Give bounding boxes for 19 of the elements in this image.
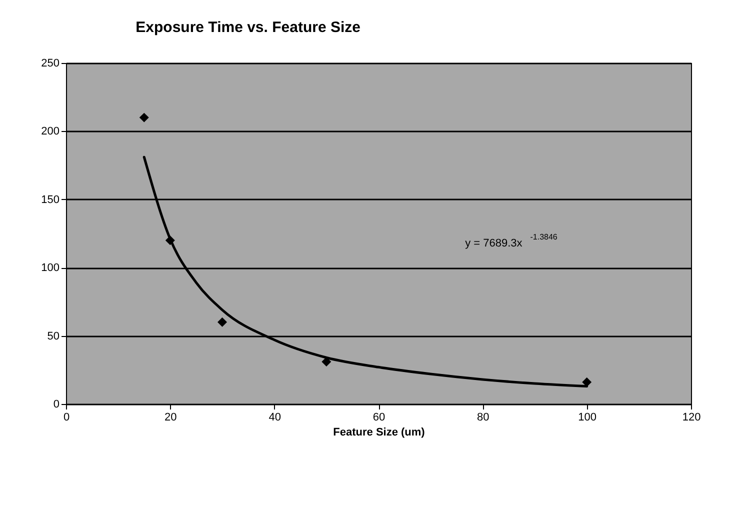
- y-tick-label: 250: [41, 58, 60, 70]
- x-tick-label: 60: [372, 412, 386, 424]
- x-tick-label: 20: [164, 412, 177, 424]
- y-tick-label: 0: [53, 398, 60, 410]
- annotation: y = 7689.3x-1.3846: [465, 232, 558, 250]
- x-tick-label: 80: [477, 412, 490, 424]
- point: [139, 112, 149, 122]
- point: [582, 377, 592, 387]
- x-tick-label: 120: [682, 412, 701, 424]
- point: [218, 317, 227, 327]
- x-axis-title: Feature Size (um): [333, 426, 426, 438]
- x-tick-label: 0: [63, 412, 70, 424]
- y-tick-label: 200: [41, 126, 60, 138]
- y-tick-label: 50: [47, 330, 60, 342]
- y-tick-label: 150: [41, 194, 60, 206]
- x-tick-label: 100: [578, 412, 597, 424]
- y-tick-label: 100: [41, 262, 60, 274]
- x-tick-label: 40: [268, 412, 281, 424]
- chart-title: Exposure Time vs. Feature Size: [136, 19, 360, 36]
